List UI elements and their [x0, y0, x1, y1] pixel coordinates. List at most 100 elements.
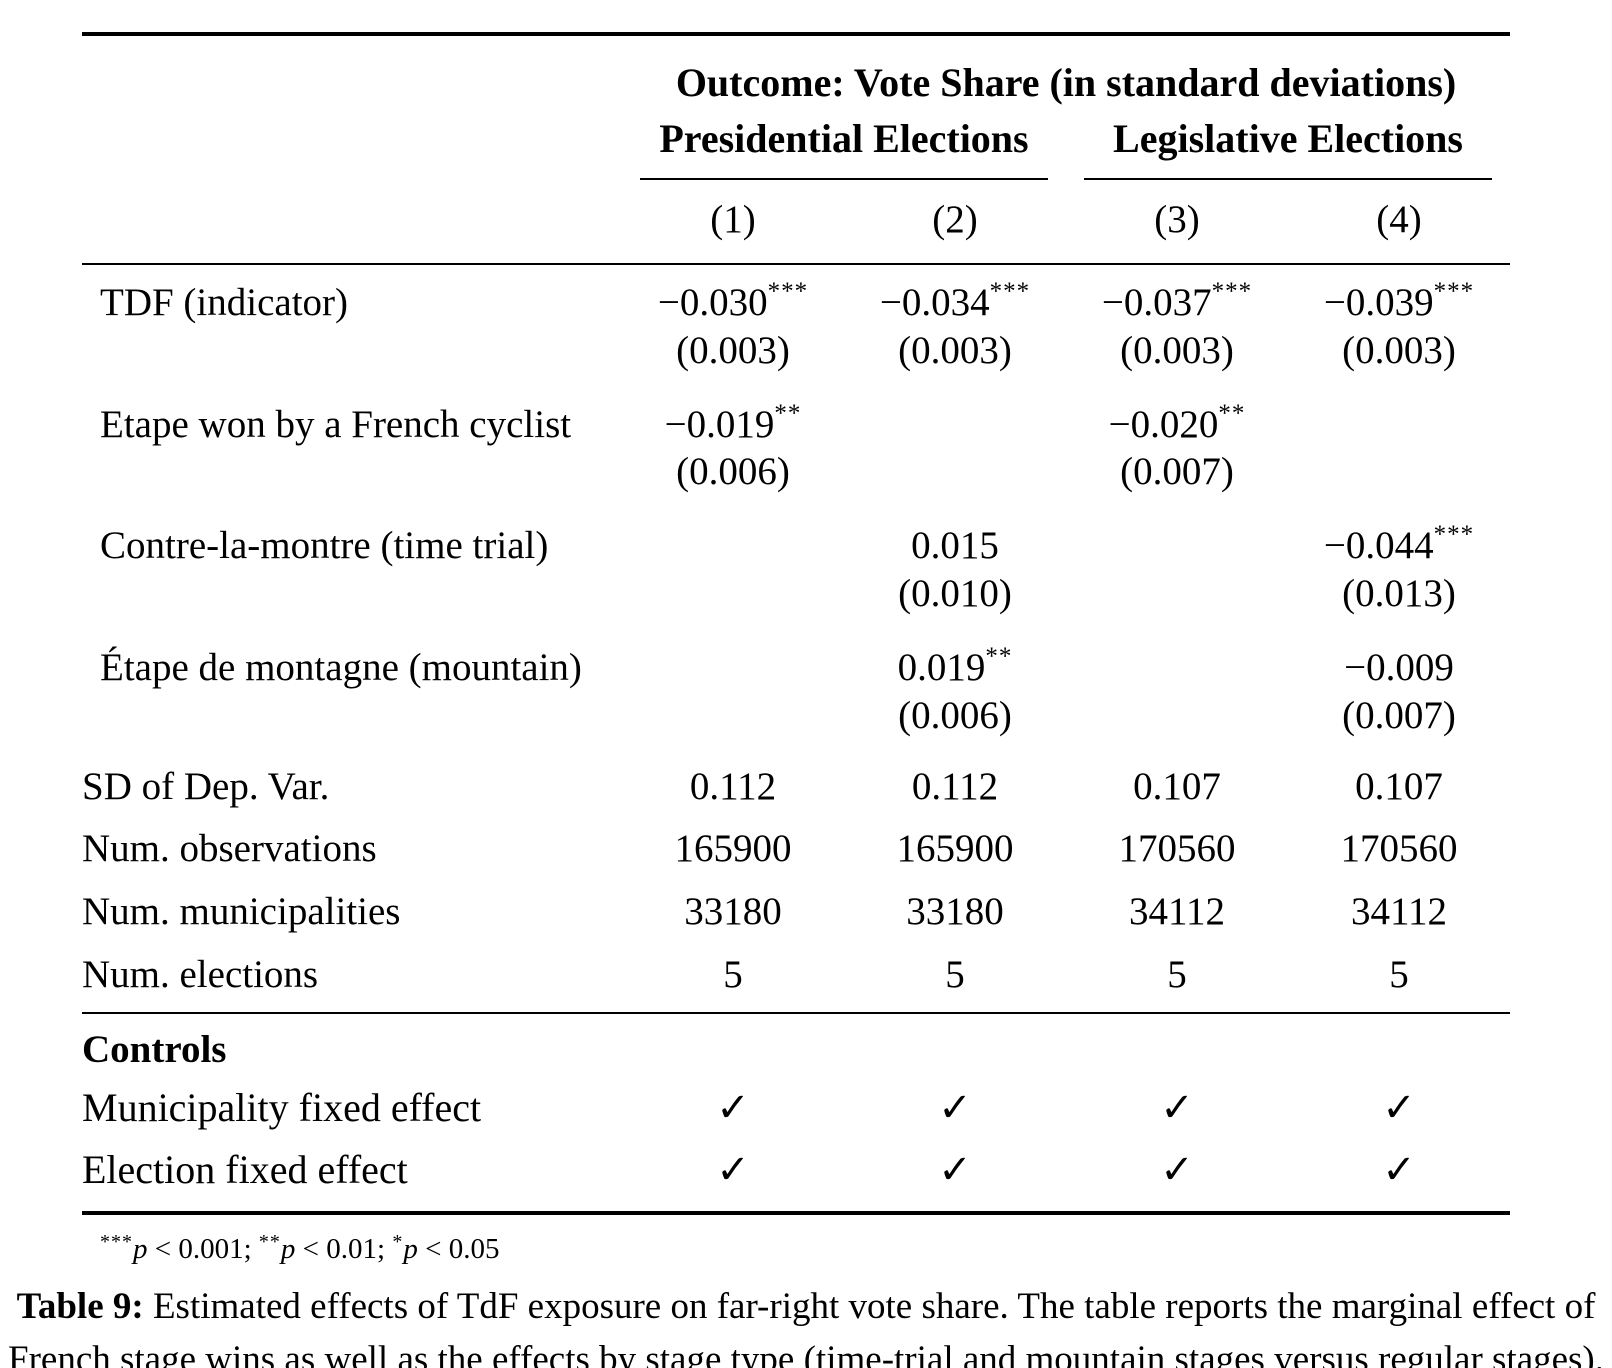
- regression-table: Outcome: Vote Share (in standard deviati…: [82, 32, 1511, 1215]
- significance-stars: **: [1218, 399, 1246, 427]
- se-cell: [1288, 447, 1510, 508]
- cmidrule-presidential: [640, 178, 1048, 180]
- estimate-cell: [1066, 508, 1288, 569]
- p-symbol: p: [133, 1232, 148, 1265]
- spacer-cell: [82, 326, 622, 387]
- stat-cell: 0.112: [911, 764, 999, 808]
- estimate-cell: [622, 508, 844, 569]
- checkmark-icon: ✓: [938, 1146, 972, 1192]
- se-cell: (0.003): [898, 328, 1012, 372]
- stat-cell: 33180: [906, 890, 1004, 934]
- stat-cell: 5: [945, 953, 965, 997]
- se-cell: [1066, 569, 1288, 630]
- column-number-row: (1) (2) (3) (4): [82, 180, 1511, 265]
- se-cell: [622, 691, 844, 752]
- stars-three: ***: [100, 1230, 133, 1253]
- coef-row-time-trial: Contre-la-montre (time trial) 0.015 −0.0…: [82, 508, 1510, 569]
- se-cell: [622, 569, 844, 630]
- stat-row-municipalities: Num. municipalities 33180 33180 34112 34…: [82, 881, 1510, 944]
- row-label: Election fixed effect: [82, 1146, 408, 1192]
- estimate-cell: [1288, 387, 1510, 448]
- stat-row-sd: SD of Dep. Var. 0.112 0.112 0.107 0.107: [82, 752, 1510, 819]
- threshold-01: < 0.01;: [295, 1232, 393, 1265]
- estimate-cell: −0.009: [1288, 630, 1510, 691]
- significance-stars: ***: [1433, 277, 1475, 305]
- stat-cell: 165900: [896, 827, 1014, 871]
- spacer-cell: [844, 1011, 1066, 1077]
- significance-stars: ***: [989, 277, 1031, 305]
- spacer-cell: [1066, 1011, 1288, 1077]
- significance-stars: **: [774, 399, 802, 427]
- stat-cell: 5: [723, 953, 743, 997]
- se-cell: [844, 447, 1066, 508]
- checkmark-icon: ✓: [938, 1084, 972, 1130]
- stat-cell: 5: [1389, 953, 1409, 997]
- outcome-header-row: Outcome: Vote Share (in standard deviati…: [82, 34, 1510, 114]
- row-label: Étape de montagne (mountain): [100, 645, 582, 689]
- stars-one: *: [392, 1230, 404, 1253]
- stat-cell: 170560: [1118, 827, 1236, 871]
- column-group-row: Presidential Elections Legislative Elect…: [82, 114, 1510, 180]
- stat-cell: 165900: [674, 827, 792, 871]
- se-cell: (0.013): [1342, 572, 1456, 616]
- se-cell: (0.003): [1342, 328, 1456, 372]
- stat-cell: 33180: [684, 890, 782, 934]
- cmidrule-legislative: [1084, 178, 1493, 180]
- se-cell: (0.010): [898, 572, 1012, 616]
- estimate-value: −0.019: [664, 402, 775, 446]
- coef-row-etape-won: Etape won by a French cyclist −0.019** −…: [82, 387, 1510, 448]
- checkmark-icon: ✓: [1160, 1146, 1194, 1192]
- stat-cell: 5: [1167, 953, 1187, 997]
- check-cell: ✓: [1066, 1139, 1288, 1213]
- significance-stars: ***: [1433, 521, 1475, 549]
- column-number-3: (3): [1066, 180, 1288, 265]
- spacer-cell: [82, 180, 622, 265]
- row-label: Num. elections: [82, 953, 319, 997]
- estimate-cell: −0.030***: [622, 264, 844, 326]
- estimate-value: −0.020: [1108, 402, 1219, 446]
- control-row-election-fe: Election fixed effect ✓ ✓ ✓ ✓: [82, 1139, 1510, 1213]
- estimate-value: −0.037: [1101, 280, 1212, 324]
- p-symbol: p: [280, 1232, 296, 1265]
- stat-cell: 0.112: [689, 764, 777, 808]
- se-row-etape-won: (0.006) (0.007): [82, 447, 1510, 508]
- caption-text: Estimated effects of TdF exposure on far…: [8, 1285, 1605, 1368]
- estimate-cell: 0.019**: [844, 630, 1066, 691]
- significance-stars: ***: [767, 277, 809, 305]
- estimate-cell: [1066, 630, 1288, 691]
- significance-stars: **: [985, 642, 1013, 670]
- se-cell: (0.006): [898, 693, 1012, 737]
- spacer-cell: [82, 34, 622, 114]
- estimate-cell: −0.019**: [622, 387, 844, 448]
- spacer-cell: [82, 569, 622, 630]
- estimate-value: 0.019: [897, 645, 986, 689]
- caption-label: Table 9:: [16, 1285, 144, 1327]
- stat-cell: 0.107: [1355, 764, 1443, 808]
- control-row-municipality-fe: Municipality fixed effect ✓ ✓ ✓ ✓: [82, 1077, 1510, 1139]
- se-cell: [1066, 691, 1288, 752]
- stars-two: **: [258, 1230, 281, 1253]
- stat-row-observations: Num. observations 165900 165900 170560 1…: [82, 818, 1510, 881]
- coef-row-mountain: Étape de montagne (mountain) 0.019** −0.…: [82, 630, 1510, 691]
- estimate-cell: 0.015: [844, 508, 1066, 569]
- se-cell: (0.007): [1342, 693, 1456, 737]
- row-label: Num. observations: [82, 827, 377, 871]
- se-row-time-trial: (0.010) (0.013): [82, 569, 1510, 630]
- estimate-cell: [622, 630, 844, 691]
- group-presidential-label: Presidential Elections: [659, 116, 1029, 161]
- check-cell: ✓: [1066, 1077, 1288, 1139]
- estimate-cell: −0.020**: [1066, 387, 1288, 448]
- p-symbol: p: [403, 1232, 418, 1265]
- checkmark-icon: ✓: [1382, 1146, 1416, 1192]
- row-label: Contre-la-montre (time trial): [100, 524, 549, 568]
- checkmark-icon: ✓: [716, 1084, 750, 1130]
- stat-row-elections: Num. elections 5 5 5 5: [82, 944, 1510, 1013]
- se-row-mountain: (0.006) (0.007): [82, 691, 1510, 752]
- spacer-cell: [1288, 1011, 1511, 1077]
- spacer-cell: [82, 447, 622, 508]
- se-row-tdf: (0.003) (0.003) (0.003) (0.003): [82, 326, 1510, 387]
- check-cell: ✓: [1288, 1139, 1510, 1213]
- row-label: Num. municipalities: [82, 890, 401, 934]
- check-cell: ✓: [844, 1139, 1066, 1213]
